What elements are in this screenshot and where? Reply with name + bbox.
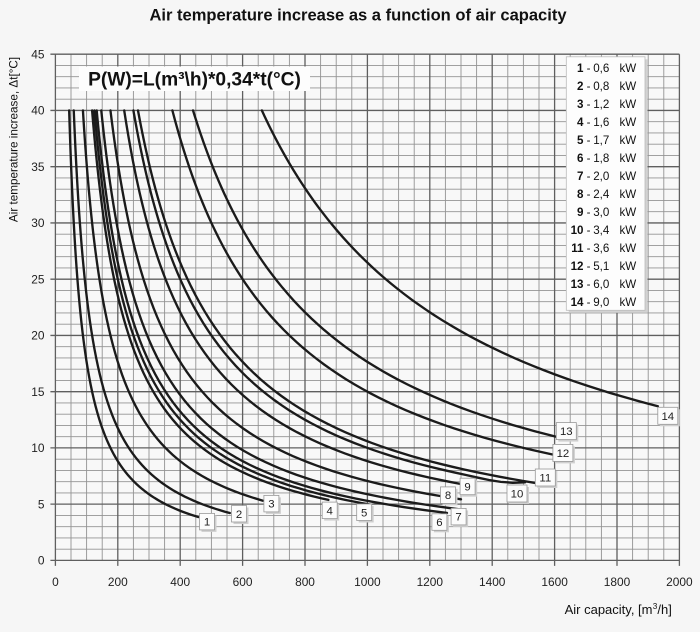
svg-text:5: 5 (577, 134, 584, 147)
svg-text:7: 7 (577, 170, 583, 183)
svg-text:8: 8 (445, 490, 451, 502)
svg-text:-: - (587, 206, 591, 219)
svg-text:14: 14 (661, 411, 674, 423)
svg-text:800: 800 (295, 575, 315, 589)
svg-text:200: 200 (108, 575, 128, 589)
svg-text:4: 4 (327, 506, 333, 518)
svg-text:600: 600 (233, 575, 253, 589)
svg-text:1,2: 1,2 (593, 98, 609, 111)
svg-text:0,6: 0,6 (593, 62, 609, 75)
svg-text:2000: 2000 (666, 575, 693, 589)
svg-text:3: 3 (577, 98, 584, 111)
svg-text:40: 40 (31, 104, 45, 118)
svg-text:5: 5 (38, 498, 45, 512)
svg-text:-: - (587, 242, 591, 255)
svg-text:-: - (587, 62, 591, 75)
svg-text:2,4: 2,4 (593, 188, 610, 201)
svg-text:2: 2 (577, 80, 583, 93)
svg-text:-: - (587, 152, 591, 165)
svg-text:1800: 1800 (604, 575, 631, 589)
svg-text:13: 13 (560, 426, 573, 438)
svg-text:12: 12 (557, 448, 570, 460)
svg-text:15: 15 (31, 385, 45, 399)
svg-text:3,4: 3,4 (593, 224, 610, 237)
svg-text:4: 4 (577, 116, 584, 129)
svg-text:kW: kW (620, 296, 637, 309)
svg-text:2: 2 (236, 509, 242, 521)
svg-text:kW: kW (620, 242, 637, 255)
svg-text:5: 5 (361, 507, 367, 519)
svg-text:1400: 1400 (479, 575, 506, 589)
svg-text:-: - (587, 134, 591, 147)
svg-text:-: - (587, 224, 591, 237)
svg-text:-: - (587, 170, 591, 183)
svg-text:kW: kW (620, 278, 637, 291)
svg-text:Air capacity, [m: Air capacity, [m (565, 602, 653, 617)
svg-text:-: - (587, 80, 591, 93)
svg-text:20: 20 (31, 329, 45, 343)
svg-text:kW: kW (620, 116, 637, 129)
svg-text:3: 3 (653, 602, 658, 611)
svg-text:kW: kW (620, 206, 637, 219)
svg-text:kW: kW (620, 80, 637, 93)
svg-text:1,7: 1,7 (593, 134, 609, 147)
svg-text:-: - (587, 296, 591, 309)
svg-text:35: 35 (31, 160, 45, 174)
svg-text:10: 10 (511, 489, 524, 501)
svg-text:30: 30 (31, 216, 45, 230)
svg-text:0: 0 (52, 575, 59, 589)
svg-text:1,8: 1,8 (593, 152, 609, 165)
svg-text:8: 8 (577, 188, 584, 201)
svg-text:kW: kW (620, 170, 637, 183)
svg-text:1200: 1200 (417, 575, 444, 589)
svg-text:9: 9 (464, 482, 470, 494)
svg-text:25: 25 (31, 273, 45, 287)
svg-text:kW: kW (620, 134, 637, 147)
svg-text:1000: 1000 (354, 575, 381, 589)
svg-text:400: 400 (170, 575, 190, 589)
svg-text:-: - (587, 116, 591, 129)
svg-text:kW: kW (620, 260, 637, 273)
svg-text:7: 7 (455, 512, 461, 524)
svg-text:1,6: 1,6 (593, 116, 609, 129)
svg-text:3,6: 3,6 (593, 242, 609, 255)
svg-text:3,0: 3,0 (593, 206, 609, 219)
svg-text:0,8: 0,8 (593, 80, 609, 93)
svg-text:14: 14 (571, 296, 584, 309)
svg-text:6: 6 (577, 152, 584, 165)
svg-text:-: - (587, 260, 591, 273)
svg-text:9: 9 (577, 206, 584, 219)
svg-text:kW: kW (620, 224, 637, 237)
svg-text:11: 11 (571, 242, 584, 255)
svg-text:P(W)=L(m³\h)*0,34*t(°C): P(W)=L(m³\h)*0,34*t(°C) (88, 70, 301, 91)
svg-text:1: 1 (577, 62, 584, 75)
svg-text:10: 10 (31, 441, 45, 455)
svg-text:kW: kW (620, 188, 637, 201)
svg-text:kW: kW (620, 62, 637, 75)
svg-text:13: 13 (571, 278, 584, 291)
svg-text:6,0: 6,0 (593, 278, 609, 291)
svg-text:Air temperature increase as a: Air temperature increase as a function o… (149, 6, 567, 25)
svg-text:-: - (587, 98, 591, 111)
svg-text:kW: kW (620, 98, 637, 111)
svg-text:1600: 1600 (541, 575, 568, 589)
svg-text:-: - (587, 278, 591, 291)
svg-text:1: 1 (204, 517, 210, 529)
svg-text:5,1: 5,1 (593, 260, 609, 273)
svg-text:-: - (587, 188, 591, 201)
svg-text:/h]: /h] (657, 602, 671, 617)
svg-text:6: 6 (436, 517, 442, 529)
svg-text:2,0: 2,0 (593, 170, 609, 183)
svg-text:11: 11 (539, 473, 551, 485)
svg-text:45: 45 (31, 48, 45, 62)
svg-text:3: 3 (268, 499, 274, 511)
svg-text:Air temperature increase, Δt[°: Air temperature increase, Δt[°C] (7, 57, 20, 222)
svg-text:kW: kW (620, 152, 637, 165)
svg-text:12: 12 (571, 260, 584, 273)
svg-text:9,0: 9,0 (593, 296, 609, 309)
svg-text:10: 10 (571, 224, 584, 237)
svg-text:0: 0 (38, 554, 45, 568)
